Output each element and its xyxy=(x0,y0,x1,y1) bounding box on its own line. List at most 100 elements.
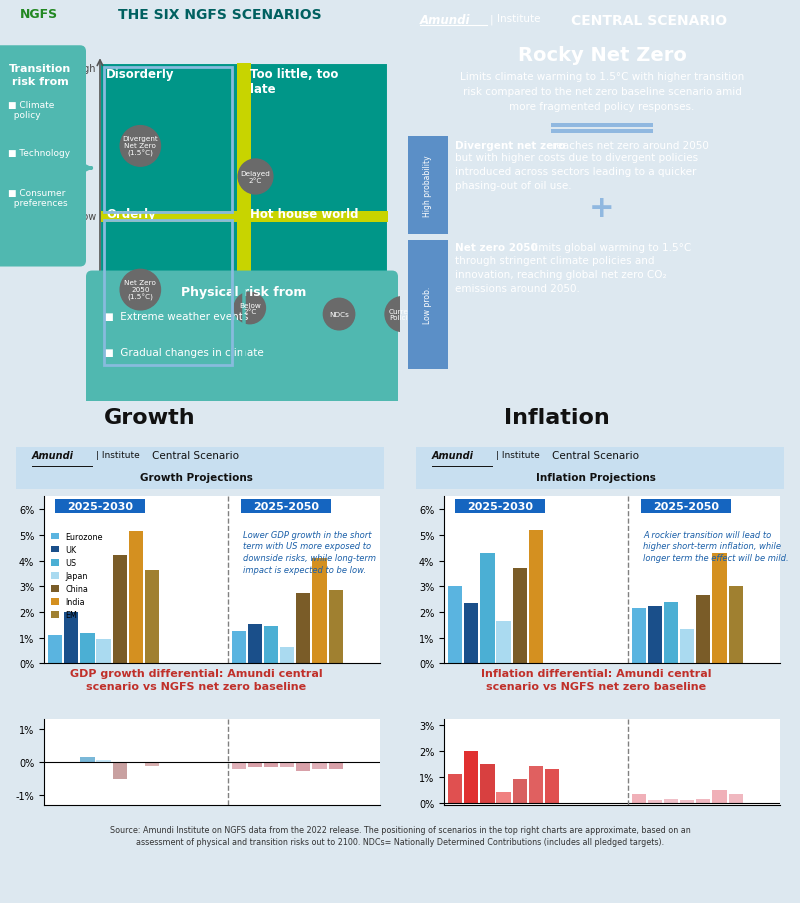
Text: Net Zero
2050
(1.5°C): Net Zero 2050 (1.5°C) xyxy=(124,280,156,301)
FancyBboxPatch shape xyxy=(550,129,654,134)
FancyBboxPatch shape xyxy=(408,136,447,235)
Text: Growth Projections: Growth Projections xyxy=(139,472,253,482)
Text: Central Scenario: Central Scenario xyxy=(153,451,239,461)
Legend: Eurozone, UK, US, Japan, China, India, EM: Eurozone, UK, US, Japan, China, India, E… xyxy=(48,529,106,622)
Text: ■  Gradual changes in climate: ■ Gradual changes in climate xyxy=(104,348,264,358)
Text: Amundi: Amundi xyxy=(32,451,74,461)
Bar xyxy=(729,587,742,664)
Text: ■ Consumer
  preferences: ■ Consumer preferences xyxy=(8,189,68,209)
Text: GDP growth differential: Amundi central
scenario vs NGFS net zero baseline: GDP growth differential: Amundi central … xyxy=(70,668,322,692)
Bar xyxy=(632,609,646,664)
Text: Amundi: Amundi xyxy=(420,14,470,27)
Text: Central Scenario: Central Scenario xyxy=(553,451,639,461)
Bar xyxy=(145,570,159,664)
Bar xyxy=(97,639,110,664)
FancyBboxPatch shape xyxy=(100,217,244,369)
Circle shape xyxy=(385,297,420,332)
Bar xyxy=(696,596,710,664)
Bar xyxy=(113,762,127,779)
Text: 2025-2050: 2025-2050 xyxy=(253,501,319,511)
Text: | Institute: | Institute xyxy=(96,451,140,460)
Bar xyxy=(648,800,662,803)
FancyBboxPatch shape xyxy=(455,499,545,513)
Text: High: High xyxy=(74,64,96,74)
Text: through stringent climate policies and
innovation, reaching global net zero CO₂
: through stringent climate policies and i… xyxy=(455,256,667,294)
Text: Source: Amundi Institute on NGFS data from the 2022 release. The positioning of : Source: Amundi Institute on NGFS data fr… xyxy=(110,825,690,846)
Bar xyxy=(545,769,559,803)
Text: reaches net zero around 2050: reaches net zero around 2050 xyxy=(549,141,709,151)
Circle shape xyxy=(234,293,266,324)
Text: Physical risk from: Physical risk from xyxy=(182,285,306,298)
Bar xyxy=(696,799,710,803)
Text: |: | xyxy=(489,14,493,24)
Text: A rockier transition will lead to
higher short-term inflation, while
longer term: A rockier transition will lead to higher… xyxy=(643,530,789,563)
Text: limits global warming to 1.5°C: limits global warming to 1.5°C xyxy=(529,243,691,253)
Text: CENTRAL SCENARIO: CENTRAL SCENARIO xyxy=(571,14,727,28)
Bar xyxy=(680,800,694,803)
Bar xyxy=(497,621,510,664)
Bar xyxy=(80,633,94,664)
Bar xyxy=(729,794,742,803)
Text: Disorderly: Disorderly xyxy=(106,69,174,81)
FancyBboxPatch shape xyxy=(641,499,730,513)
Bar xyxy=(248,624,262,664)
Text: Net zero 2050: Net zero 2050 xyxy=(455,243,538,253)
FancyBboxPatch shape xyxy=(244,64,388,217)
Text: Current
Policies: Current Policies xyxy=(389,308,416,321)
Text: Lower GDP growth in the short
term with US more exposed to
downside risks, while: Lower GDP growth in the short term with … xyxy=(243,530,376,574)
Bar xyxy=(264,627,278,664)
Text: NGFS: NGFS xyxy=(20,8,58,21)
Text: Divergent net zero: Divergent net zero xyxy=(455,141,566,151)
Bar xyxy=(448,587,462,664)
Bar xyxy=(713,554,726,664)
Bar xyxy=(480,554,494,664)
Text: +: + xyxy=(589,194,615,223)
Text: Hot house world: Hot house world xyxy=(250,208,358,221)
Bar xyxy=(664,799,678,803)
Bar xyxy=(648,606,662,664)
Bar xyxy=(632,794,646,803)
Bar xyxy=(232,631,246,664)
FancyBboxPatch shape xyxy=(100,211,388,223)
Bar xyxy=(313,558,326,664)
Bar xyxy=(145,762,159,766)
Bar xyxy=(97,760,110,762)
Text: 2025-2030: 2025-2030 xyxy=(67,501,133,511)
Text: Too little, too
late: Too little, too late xyxy=(250,69,338,97)
Bar xyxy=(313,762,326,769)
Text: Rocky Net Zero: Rocky Net Zero xyxy=(518,46,686,65)
FancyBboxPatch shape xyxy=(550,124,654,128)
FancyBboxPatch shape xyxy=(0,46,86,267)
FancyBboxPatch shape xyxy=(86,271,398,412)
Text: Divergent
Net Zero
(1.5°C): Divergent Net Zero (1.5°C) xyxy=(122,136,158,157)
FancyBboxPatch shape xyxy=(237,64,251,369)
Bar xyxy=(464,603,478,664)
Text: Orderly: Orderly xyxy=(106,208,156,221)
Bar xyxy=(64,612,78,664)
Text: Growth: Growth xyxy=(104,407,196,427)
Text: Delayed
2°C: Delayed 2°C xyxy=(241,171,270,183)
Bar xyxy=(664,602,678,664)
Text: Low: Low xyxy=(104,382,123,392)
Bar xyxy=(232,762,246,769)
Text: Low: Low xyxy=(77,212,96,222)
Bar xyxy=(513,569,527,664)
FancyBboxPatch shape xyxy=(100,64,244,217)
FancyBboxPatch shape xyxy=(55,499,145,513)
Bar xyxy=(280,762,294,768)
Bar xyxy=(529,530,543,664)
Bar xyxy=(296,593,310,664)
Text: NDCs: NDCs xyxy=(329,312,349,318)
Bar xyxy=(129,531,143,664)
Text: High probability: High probability xyxy=(423,155,432,217)
Text: Inflation differential: Amundi central
scenario vs NGFS net zero baseline: Inflation differential: Amundi central s… xyxy=(481,668,711,692)
Bar xyxy=(296,762,310,771)
Bar xyxy=(529,767,543,803)
Text: ■ Climate
  policy: ■ Climate policy xyxy=(8,100,54,120)
Text: Institute: Institute xyxy=(497,14,541,24)
Text: ■  Extreme weather events: ■ Extreme weather events xyxy=(104,312,248,321)
Bar xyxy=(713,790,726,803)
FancyBboxPatch shape xyxy=(241,499,330,513)
Bar xyxy=(264,762,278,768)
Bar xyxy=(464,751,478,803)
